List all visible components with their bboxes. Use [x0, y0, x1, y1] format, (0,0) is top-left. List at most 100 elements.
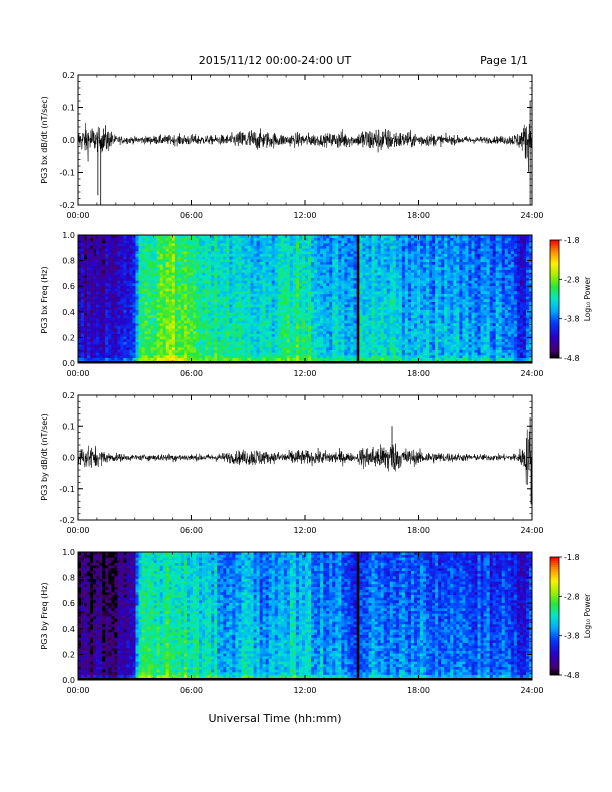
spectrogram-cell [344, 253, 348, 257]
spectrogram-cell [298, 269, 303, 273]
spectrogram-cell [171, 325, 176, 329]
spectrogram-cell [368, 235, 372, 238]
spectrogram-cell [314, 331, 318, 334]
spectrogram-cell [78, 288, 82, 292]
spectrogram-cell [289, 256, 294, 260]
spectrogram-cell [177, 355, 182, 358]
spectrogram-cell [329, 293, 333, 297]
spectrogram-cell [374, 256, 378, 260]
spectrogram-cell [150, 269, 154, 273]
spectrogram-cell [90, 237, 94, 241]
spectrogram-cell [123, 312, 127, 316]
spectrogram-cell [217, 272, 221, 276]
spectrogram-cell [271, 347, 276, 350]
spectrogram-cell [265, 328, 269, 332]
spectrogram-cell [268, 339, 273, 342]
spectrogram-cell [217, 248, 221, 252]
spectrogram-cell [214, 344, 218, 348]
spectrogram-cell [199, 312, 203, 316]
spectrogram-cell [183, 243, 188, 246]
spectrogram-cell [220, 299, 224, 302]
spectrogram-cell [117, 333, 121, 337]
spectrogram-cell [78, 352, 82, 356]
spectrogram-cell [93, 285, 97, 289]
spectrogram-cell [280, 301, 285, 305]
spectrogram-cell [317, 261, 321, 265]
spectrogram-cell [314, 315, 318, 318]
spectrogram-cell [295, 357, 300, 361]
spectrogram-cell [123, 261, 127, 265]
spectrogram-cell [305, 296, 309, 300]
spectrogram-cell [150, 272, 154, 276]
spectrogram-cell [259, 341, 263, 345]
spectrogram-cell [377, 331, 381, 334]
spectrogram-cell [214, 259, 218, 262]
spectrogram-cell [344, 259, 348, 262]
spectrogram-cell [365, 296, 369, 300]
spectrogram-cell [320, 253, 324, 257]
spectrogram-cell [338, 243, 342, 246]
spectrogram-cell [362, 349, 366, 353]
spectrogram-cell [311, 304, 315, 308]
spectrogram-cell [335, 237, 339, 241]
spectrogram-cell [305, 307, 309, 310]
spectrogram-cell [311, 248, 315, 252]
spectrogram-cell [280, 253, 285, 257]
spectrogram-cell [305, 301, 309, 305]
spectrogram-cell [374, 267, 378, 270]
spectrogram-cell [135, 288, 139, 292]
spectrogram-cell [84, 320, 88, 324]
spectrogram-cell [241, 344, 245, 348]
spectrogram-cell [153, 259, 157, 262]
spectrogram-cell [271, 344, 276, 348]
spectrogram-cell [341, 264, 345, 268]
spectrogram-cell [262, 312, 266, 316]
spectrogram-cell [211, 237, 215, 241]
spectrogram-cell [341, 341, 345, 345]
spectrogram-cell [153, 283, 157, 286]
spectrogram-cell [171, 235, 176, 238]
spectrogram-cell [289, 320, 294, 324]
spectrogram-cell [232, 333, 236, 337]
spectrogram-cell [353, 357, 357, 361]
spectrogram-cell [353, 301, 357, 305]
spectrogram-cell [93, 352, 97, 356]
spectrogram-cell [277, 251, 282, 254]
spectrogram-cell [159, 296, 164, 300]
spectrogram-cell [250, 344, 254, 348]
spectrogram-cell [232, 243, 236, 246]
spectrogram-cell [177, 339, 182, 342]
spectrogram-cell [247, 253, 251, 257]
spectrogram-cell [144, 269, 148, 273]
spectrogram-cell [144, 357, 148, 361]
spectrogram-cell [189, 339, 194, 342]
spectrogram-cell [147, 296, 151, 300]
spectrogram-cell [214, 253, 218, 257]
spectrogram-cell [199, 272, 203, 276]
spectrogram-cell [165, 259, 170, 262]
spectrogram-cell [156, 243, 161, 246]
spectrogram-cell [259, 267, 263, 270]
spectrogram-cell [280, 323, 285, 326]
spectrogram-cell [329, 267, 333, 270]
spectrogram-cell [295, 261, 300, 265]
spectrogram-cell [338, 272, 342, 276]
spectrogram-cell [256, 317, 260, 321]
spectrogram-cell [183, 240, 188, 244]
spectrogram-cell [314, 283, 318, 286]
spectrogram-cell [126, 291, 130, 294]
spectrogram-cell [250, 341, 254, 345]
spectrogram-cell [117, 272, 121, 276]
spectrogram-cell [123, 288, 127, 292]
spectrogram-cell [280, 240, 285, 244]
spectrogram-cell [156, 323, 161, 326]
spectrogram-cell [362, 256, 366, 260]
spectrogram-cell [232, 256, 236, 260]
spectrogram-cell [129, 355, 133, 358]
spectrogram-cell [223, 237, 227, 241]
spectrogram-cell [165, 312, 170, 316]
spectrogram-cell [247, 248, 251, 252]
spectrogram-cell [314, 317, 318, 321]
spectrogram-cell [214, 288, 218, 292]
spectrogram-cell [81, 323, 85, 326]
